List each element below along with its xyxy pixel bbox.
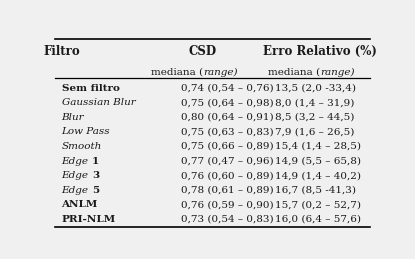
Text: 0,80 (0,64 – 0,91): 0,80 (0,64 – 0,91) xyxy=(181,113,273,122)
Text: CSD: CSD xyxy=(189,45,217,58)
Text: 0,75 (0,64 – 0,98): 0,75 (0,64 – 0,98) xyxy=(181,98,273,107)
Text: 15,4 (1,4 – 28,5): 15,4 (1,4 – 28,5) xyxy=(276,142,361,151)
Text: 0,78 (0,61 – 0,89): 0,78 (0,61 – 0,89) xyxy=(181,186,273,195)
Text: range): range) xyxy=(203,68,237,77)
Text: Edge: Edge xyxy=(61,171,92,180)
Text: 8,0 (1,4 – 31,9): 8,0 (1,4 – 31,9) xyxy=(276,98,355,107)
Text: 0,74 (0,54 – 0,76): 0,74 (0,54 – 0,76) xyxy=(181,84,273,93)
Text: 8,5 (3,2 – 44,5): 8,5 (3,2 – 44,5) xyxy=(276,113,355,122)
Text: range): range) xyxy=(320,68,355,77)
Text: Low Pass: Low Pass xyxy=(61,127,110,136)
Text: Smooth: Smooth xyxy=(61,142,102,151)
Text: 0,76 (0,59 – 0,90): 0,76 (0,59 – 0,90) xyxy=(181,200,273,209)
Text: mediana (: mediana ( xyxy=(151,68,203,77)
Text: ANLM: ANLM xyxy=(61,200,98,209)
Text: Erro Relativo (%): Erro Relativo (%) xyxy=(264,45,377,58)
Text: 14,9 (5,5 – 65,8): 14,9 (5,5 – 65,8) xyxy=(276,156,361,166)
Text: 14,9 (1,4 – 40,2): 14,9 (1,4 – 40,2) xyxy=(276,171,361,180)
Text: 16,0 (6,4 – 57,6): 16,0 (6,4 – 57,6) xyxy=(276,215,361,224)
Text: 3: 3 xyxy=(92,171,99,180)
Text: mediana (: mediana ( xyxy=(269,68,320,77)
Text: 0,75 (0,63 – 0,83): 0,75 (0,63 – 0,83) xyxy=(181,127,273,136)
Text: 0,73 (0,54 – 0,83): 0,73 (0,54 – 0,83) xyxy=(181,215,273,224)
Text: 0,75 (0,66 – 0,89): 0,75 (0,66 – 0,89) xyxy=(181,142,273,151)
Text: Filtro: Filtro xyxy=(43,45,80,58)
Text: Blur: Blur xyxy=(61,113,84,122)
Text: 0,77 (0,47 – 0,96): 0,77 (0,47 – 0,96) xyxy=(181,156,273,166)
Text: 7,9 (1,6 – 26,5): 7,9 (1,6 – 26,5) xyxy=(276,127,355,136)
Text: 15,7 (0,2 – 52,7): 15,7 (0,2 – 52,7) xyxy=(276,200,361,209)
Text: 5: 5 xyxy=(92,186,99,195)
Text: 1: 1 xyxy=(92,156,99,166)
Text: 16,7 (8,5 -41,3): 16,7 (8,5 -41,3) xyxy=(276,186,356,195)
Text: PRI-NLM: PRI-NLM xyxy=(61,215,116,224)
Text: Edge: Edge xyxy=(61,156,92,166)
Text: Sem filtro: Sem filtro xyxy=(61,84,120,93)
Text: Edge: Edge xyxy=(61,186,92,195)
Text: 13,5 (2,0 -33,4): 13,5 (2,0 -33,4) xyxy=(276,84,356,93)
Text: Gaussian Blur: Gaussian Blur xyxy=(61,98,135,107)
Text: 0,76 (0,60 – 0,89): 0,76 (0,60 – 0,89) xyxy=(181,171,273,180)
